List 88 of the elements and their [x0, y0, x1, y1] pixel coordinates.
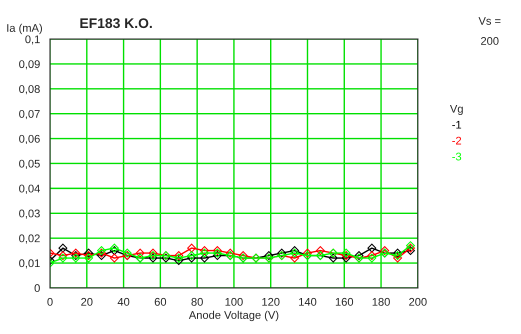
point	[71, 251, 80, 260]
x-tick-label: 80	[191, 298, 203, 306]
point	[393, 254, 402, 262]
point	[148, 248, 158, 258]
point	[406, 246, 415, 256]
point	[342, 254, 351, 262]
x-tick-label: 40	[118, 298, 130, 306]
point	[174, 254, 184, 262]
point	[406, 241, 415, 250]
point	[148, 251, 158, 260]
x-tick-label: 60	[154, 298, 166, 306]
point	[354, 251, 364, 260]
text: 200	[481, 37, 499, 45]
point	[406, 244, 415, 253]
point	[290, 254, 300, 262]
text: -1	[452, 120, 462, 129]
point	[226, 248, 235, 258]
point	[84, 248, 94, 258]
point	[200, 248, 209, 258]
point	[393, 248, 402, 258]
y-tick-label: 0,09	[19, 60, 40, 70]
x-tick-label: 160	[336, 298, 354, 306]
point	[58, 251, 68, 260]
point	[161, 254, 170, 262]
point	[97, 248, 106, 258]
point	[97, 251, 106, 260]
y-tick-label: 0,01	[19, 259, 40, 268]
y-tick-label: 0,05	[19, 160, 40, 169]
y-tick-label: 0,07	[19, 110, 40, 120]
x-tick-label: 200	[409, 298, 427, 306]
point	[212, 248, 222, 258]
point	[110, 254, 119, 262]
y-tick-label: 0	[34, 284, 40, 292]
point	[200, 246, 209, 256]
point	[110, 246, 119, 256]
point	[97, 246, 106, 256]
text: -3	[452, 152, 462, 160]
point	[238, 251, 248, 260]
point	[187, 244, 196, 253]
point	[328, 254, 338, 262]
x-tick-label: 120	[262, 298, 280, 306]
y-tick-label: 0,03	[19, 210, 40, 219]
point	[136, 248, 145, 258]
point	[110, 244, 119, 253]
point	[342, 251, 351, 260]
y-axis-title: Ia (mA)	[7, 24, 42, 34]
point	[290, 246, 300, 256]
point	[174, 251, 184, 260]
y-tick-label: 0,08	[19, 85, 40, 94]
point	[277, 248, 286, 258]
point	[71, 254, 80, 262]
point	[367, 254, 376, 262]
point	[316, 246, 325, 256]
x-tick-label: 0	[47, 298, 53, 306]
x-tick-label: 20	[81, 298, 93, 306]
x-tick-label: 180	[372, 298, 390, 306]
point	[367, 244, 376, 253]
point	[212, 246, 222, 256]
point	[212, 251, 222, 260]
y-tick-label: 0,1	[25, 35, 40, 45]
point	[367, 251, 376, 260]
point	[187, 251, 196, 260]
chart-title: EF183 K.O.	[80, 18, 152, 28]
text: -2	[452, 136, 462, 144]
point	[84, 251, 94, 260]
point	[58, 254, 68, 262]
point	[174, 256, 184, 265]
x-axis-title: Anode Voltage (V)	[188, 310, 278, 322]
point	[148, 254, 158, 262]
point	[187, 254, 196, 262]
text: Vs =	[478, 17, 500, 25]
point	[342, 248, 351, 258]
point	[380, 246, 390, 256]
x-tick-label: 140	[299, 298, 316, 306]
point	[58, 244, 68, 253]
point	[71, 248, 80, 258]
point	[84, 254, 94, 262]
point	[393, 251, 402, 260]
x-tick-label: 100	[226, 298, 243, 306]
y-tick-label: 0,06	[19, 134, 40, 144]
legend-title: Vg	[450, 104, 463, 115]
point	[290, 248, 300, 258]
point	[122, 248, 132, 258]
point	[200, 254, 209, 262]
point	[264, 251, 274, 260]
point	[303, 248, 312, 258]
y-tick-label: 0,04	[19, 184, 40, 194]
y-tick-label: 0,02	[19, 234, 40, 244]
